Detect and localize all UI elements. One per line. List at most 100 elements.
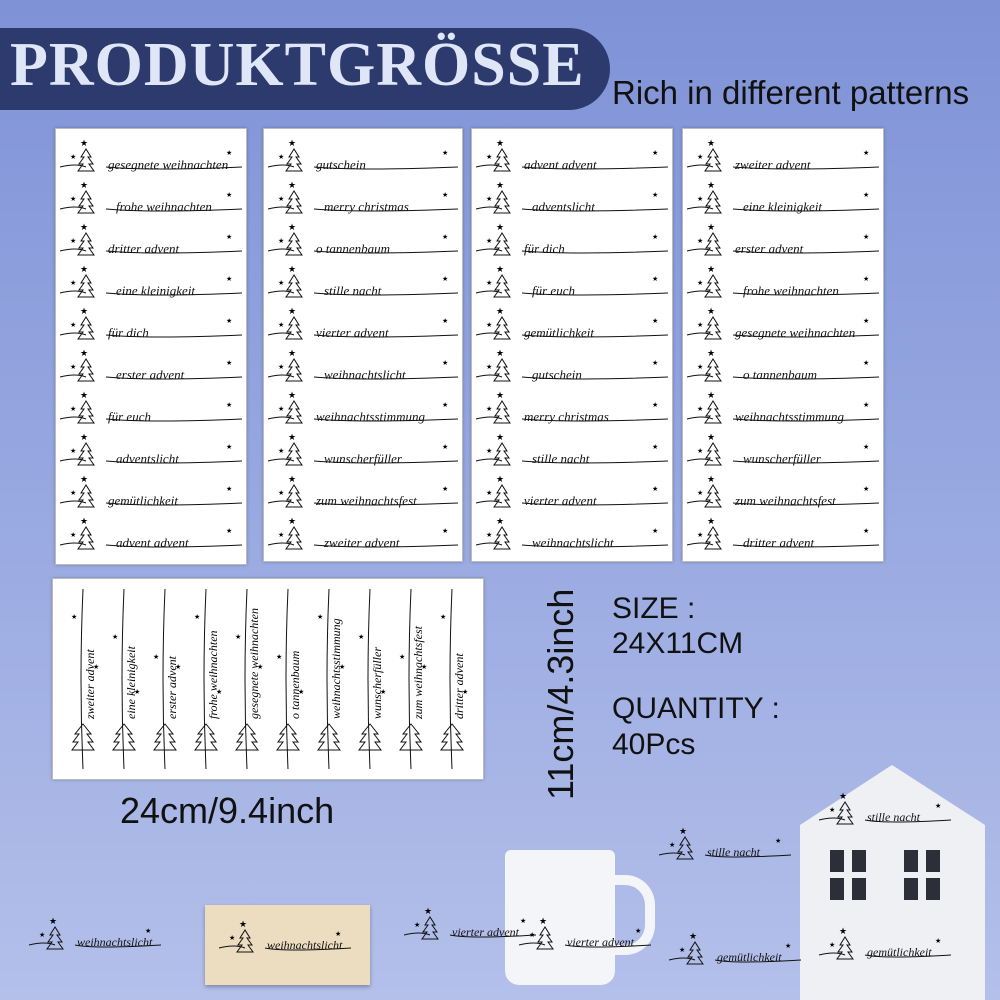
svg-text:★: ★ — [707, 432, 715, 442]
sticker: ★ ★ ★ wunscherfüller — [264, 431, 462, 471]
sticker-text: frohe weihnachten — [743, 283, 839, 298]
sticker-text: gutschein — [532, 367, 582, 382]
svg-text:★: ★ — [697, 363, 703, 371]
tree-icon: ★ ★ ★ — [686, 432, 880, 466]
svg-text:★: ★ — [839, 791, 847, 801]
svg-text:★: ★ — [839, 926, 847, 936]
svg-text:★: ★ — [442, 527, 448, 535]
tree-icon: ★ ★ ★ — [267, 264, 459, 298]
sticker: ★ ★ ★ zum weihnachtsfest — [683, 473, 883, 513]
svg-text:★: ★ — [442, 233, 448, 241]
sticker-sheet: ★ ★ zweiter advent ★ ★ eine kleinigkeit ★ ★ er… — [52, 578, 484, 780]
tree-icon: ★ ★ ★ — [59, 348, 243, 382]
svg-text:★: ★ — [829, 941, 835, 949]
tree-icon: ★ ★ ★ — [59, 264, 243, 298]
sticker-text: weihnachtsstimmung — [735, 409, 845, 424]
sticker: ★ ★ ★ zweiter advent — [683, 137, 883, 177]
sticker: ★ ★ ★ frohe weihnachten — [683, 263, 883, 303]
svg-text:★: ★ — [226, 401, 232, 409]
svg-text:★: ★ — [399, 653, 405, 661]
sticker-text: frohe weihnachten — [206, 630, 220, 719]
sticker: ★ ★ eine kleinigkeit — [104, 579, 144, 779]
svg-text:★: ★ — [134, 688, 140, 696]
svg-text:★: ★ — [70, 195, 76, 203]
tree-icon: ★ ★ ★ — [475, 516, 669, 550]
tree-icon: ★★ — [112, 588, 140, 770]
svg-text:★: ★ — [496, 390, 504, 400]
svg-text:★: ★ — [335, 930, 341, 938]
svg-text:★: ★ — [442, 191, 448, 199]
decal-text: gemütlichkeit — [717, 950, 782, 964]
svg-text:★: ★ — [496, 516, 504, 526]
tree-icon: ★ ★ ★ — [818, 926, 952, 960]
tree-icon: ★ ★ ★ — [267, 516, 459, 550]
decal: ★ ★ ★ stille nacht — [655, 825, 805, 865]
tree-icon: ★ ★ ★ — [475, 432, 669, 466]
svg-text:★: ★ — [863, 359, 869, 367]
tree-icon: ★ ★ ★ — [267, 474, 459, 508]
svg-text:★: ★ — [278, 447, 284, 455]
sticker-text: vierter advent — [316, 325, 389, 340]
tree-icon: ★ ★ ★ — [475, 222, 669, 256]
svg-text:★: ★ — [697, 153, 703, 161]
svg-text:★: ★ — [298, 688, 304, 696]
svg-text:★: ★ — [652, 359, 658, 367]
svg-text:★: ★ — [80, 432, 88, 442]
sticker: ★ ★ frohe weihnachten — [186, 579, 226, 779]
svg-text:★: ★ — [496, 432, 504, 442]
sticker-text: für euch — [532, 283, 575, 298]
svg-text:★: ★ — [226, 149, 232, 157]
sticker: ★ ★ ★ frohe weihnachten — [56, 179, 246, 219]
svg-text:★: ★ — [71, 613, 77, 621]
svg-text:★: ★ — [863, 275, 869, 283]
svg-text:★: ★ — [539, 916, 547, 926]
sticker-text: wunscherfüller — [324, 451, 402, 466]
tree-icon: ★ ★ ★ — [475, 474, 669, 508]
svg-text:★: ★ — [414, 921, 420, 929]
svg-text:★: ★ — [652, 233, 658, 241]
svg-text:★: ★ — [935, 937, 941, 945]
svg-text:★: ★ — [278, 531, 284, 539]
svg-text:★: ★ — [380, 688, 386, 696]
sticker-text: merry christmas — [324, 199, 409, 214]
svg-text:★: ★ — [421, 663, 427, 671]
sticker: ★ ★ ★ merry christmas — [472, 389, 672, 429]
sticker: ★ ★ ★ o tannenbaum — [683, 347, 883, 387]
svg-text:★: ★ — [442, 317, 448, 325]
sticker: ★ ★ ★ advent advent — [472, 137, 672, 177]
sticker-text: weihnachtslicht — [324, 367, 406, 382]
svg-text:★: ★ — [80, 306, 88, 316]
svg-text:★: ★ — [679, 946, 685, 954]
svg-text:★: ★ — [226, 233, 232, 241]
svg-text:★: ★ — [679, 826, 687, 836]
svg-text:★: ★ — [288, 474, 296, 484]
tree-icon: ★★ — [235, 588, 263, 770]
tree-icon: ★ ★ ★ — [267, 138, 459, 172]
svg-text:★: ★ — [145, 927, 151, 935]
svg-text:★: ★ — [153, 653, 159, 661]
svg-text:★: ★ — [697, 279, 703, 287]
svg-text:★: ★ — [339, 663, 345, 671]
sticker: ★ ★ ★ vierter advent — [472, 473, 672, 513]
sticker: ★ ★ ★ merry christmas — [264, 179, 462, 219]
sticker: ★ ★ ★ wunscherfüller — [683, 431, 883, 471]
decal: ★ ★ ★ vierter advent — [515, 915, 665, 955]
sticker-text: dritter advent — [108, 241, 180, 256]
sticker-sheet: ★ ★ ★ gesegnete weihnachten ★ ★ ★ frohe weih… — [55, 128, 247, 565]
svg-text:★: ★ — [70, 447, 76, 455]
svg-text:★: ★ — [496, 180, 504, 190]
svg-text:★: ★ — [80, 390, 88, 400]
tree-icon: ★ ★ ★ — [267, 222, 459, 256]
svg-text:★: ★ — [707, 222, 715, 232]
svg-text:★: ★ — [226, 485, 232, 493]
sticker-text: für euch — [108, 409, 151, 424]
decal: ★ ★ ★ gemütlichkeit — [665, 930, 815, 970]
sticker-sheet: ★ ★ ★ gutschein ★ ★ ★ merry christmas ★ ★ ★ o … — [263, 128, 463, 562]
sticker: ★ ★ zweiter advent — [63, 579, 103, 779]
svg-text:★: ★ — [424, 906, 432, 916]
svg-text:★: ★ — [935, 802, 941, 810]
svg-text:★: ★ — [697, 489, 703, 497]
sticker-text: adventslicht — [532, 199, 595, 214]
sticker-text: weihnachtsstimmung — [316, 409, 426, 424]
svg-text:★: ★ — [697, 447, 703, 455]
